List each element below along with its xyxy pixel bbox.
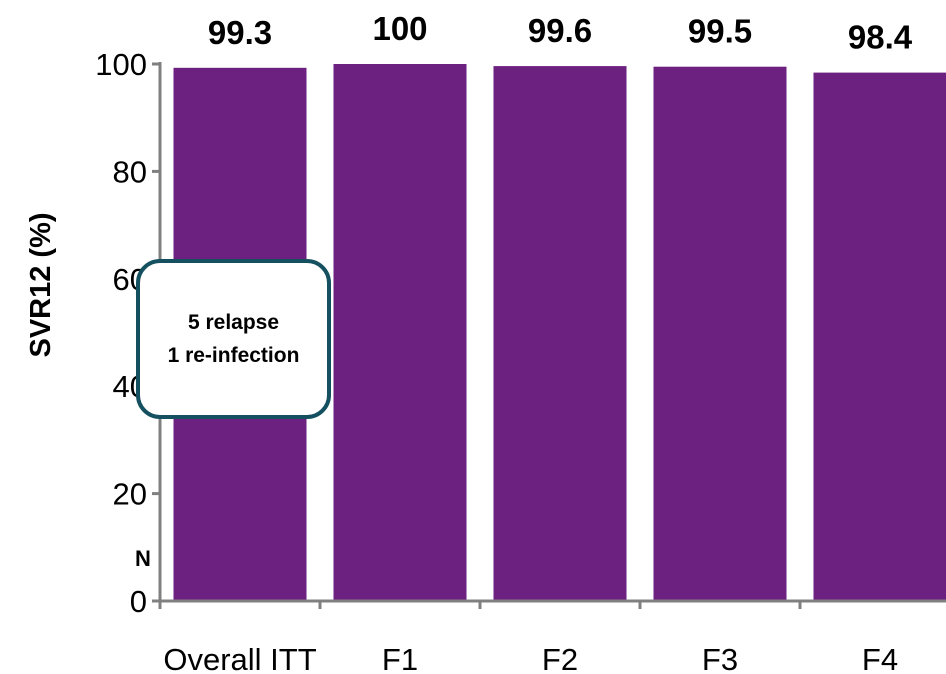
x-tick-label-3: F2 [542,642,578,674]
value-label-2: 100 [372,10,427,47]
x-tick-label-1: Overall ITT [163,642,316,674]
callout-line-reinfection: 1 re-infection [167,344,300,367]
value-labels-group: 99.3 100 99.6 99.5 98.4 [208,10,913,56]
value-label-5: 98.4 [848,19,913,56]
x-tick-label-4: F3 [702,642,738,674]
y-axis-title: SVR12 (%) [25,212,57,357]
x-tick-label-2: F1 [382,642,418,674]
relapse-callout: 5 relapse 1 re-infection [136,259,331,419]
x-tick-label-5: F4 [862,642,898,674]
value-label-4: 99.5 [688,13,752,50]
bar-4 [653,66,787,601]
bar-5 [813,72,946,602]
bar-3 [493,66,627,602]
callout-line-relapse: 5 relapse [187,311,280,334]
y-tick-label-5: 100 [95,47,147,82]
value-label-3: 99.6 [528,12,592,49]
y-tick-label-4: 80 [113,154,147,189]
x-ticks-group: Overall ITT F1 F2 F3 F4 [163,642,898,674]
bars-group [173,64,946,602]
y-tick-label-0: 0 [130,584,147,619]
bar-2 [333,64,467,601]
n-row-label: N [135,546,151,571]
value-label-1: 99.3 [208,14,272,51]
y-tick-label-1: 20 [113,477,147,512]
